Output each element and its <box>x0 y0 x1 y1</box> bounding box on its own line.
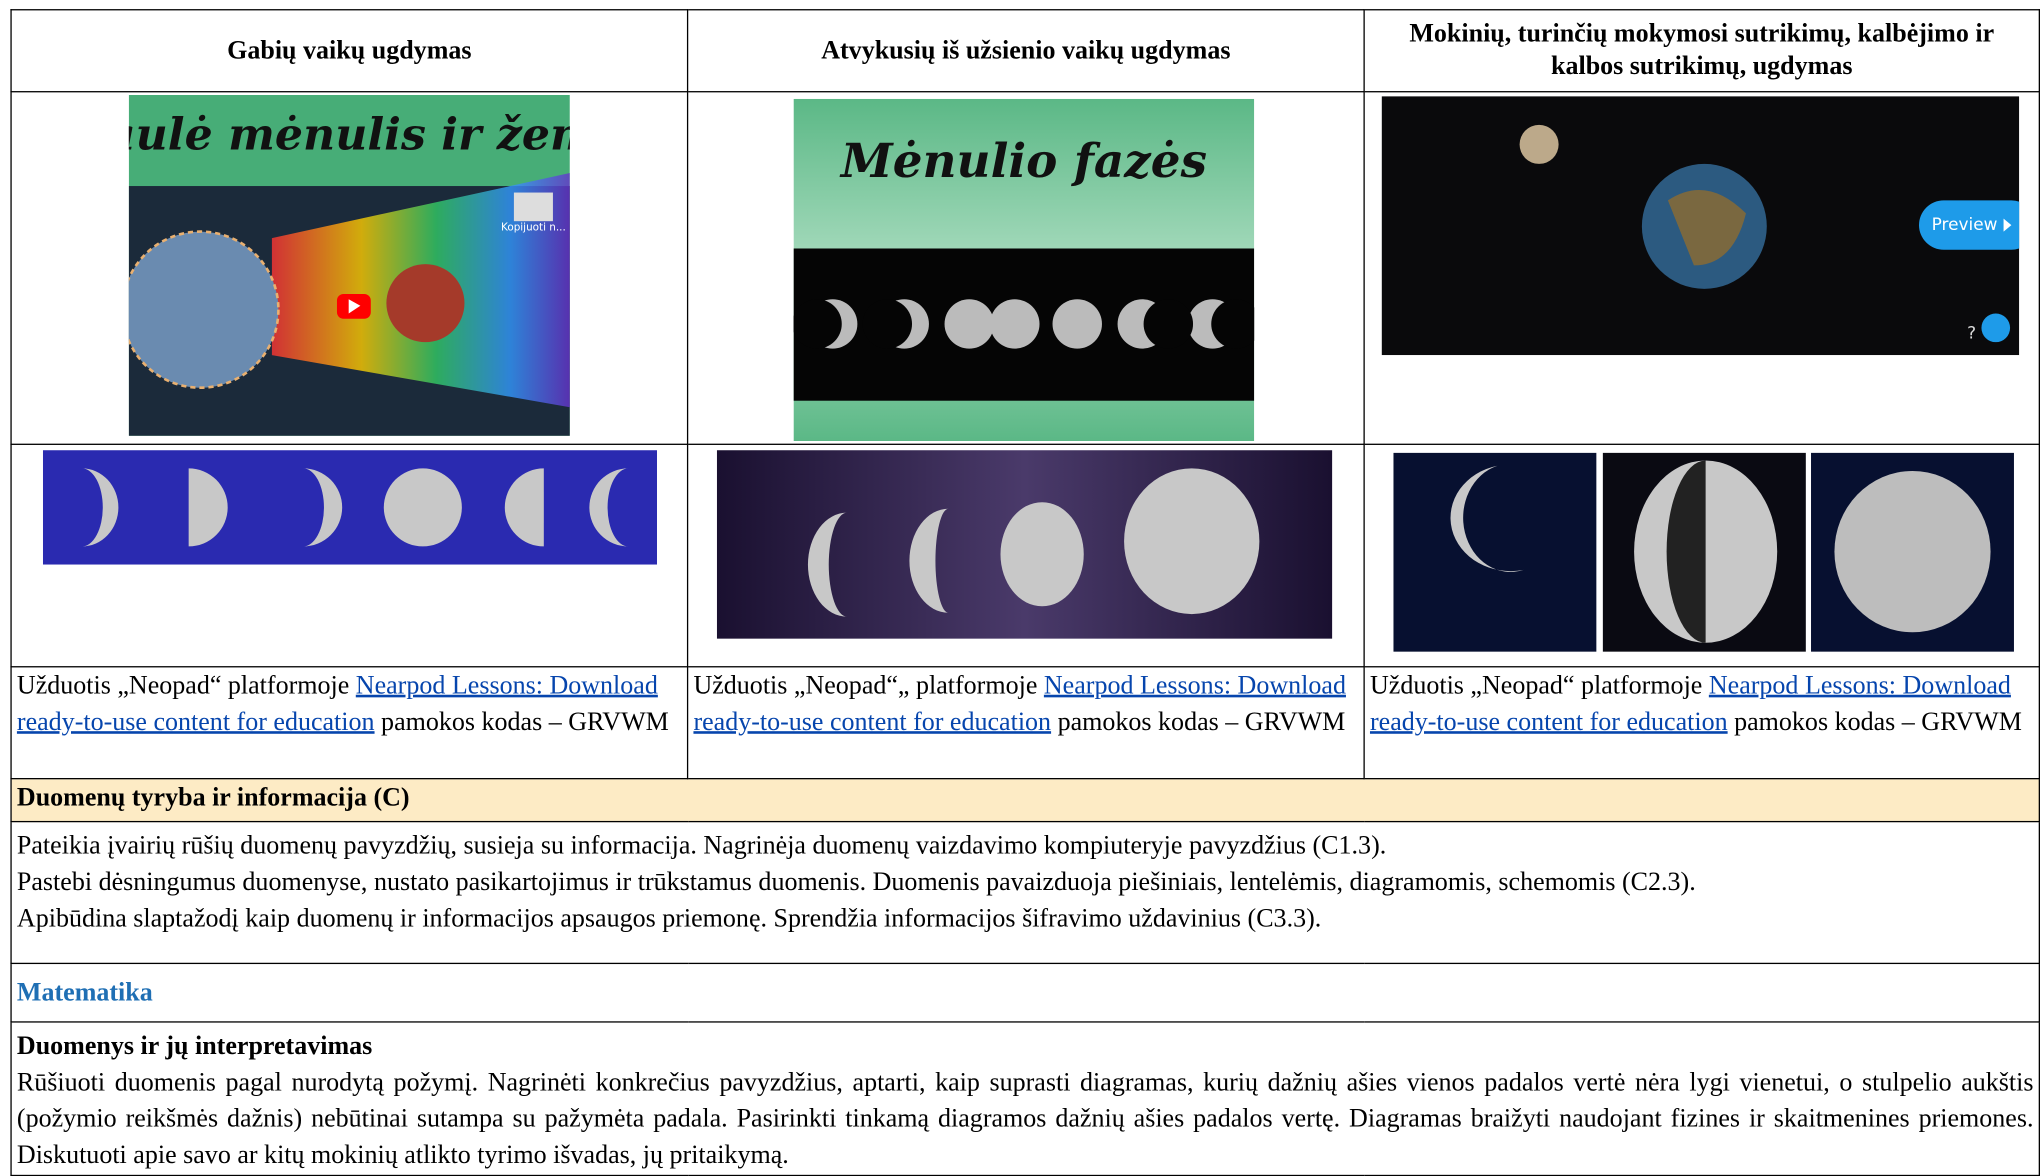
moon-phases-image <box>716 450 1333 639</box>
task-row: Užduotis „Neopad“ platformoje Nearpod Le… <box>10 666 2040 780</box>
image-row <box>10 443 2040 668</box>
task-cell: Užduotis „Neopad“ platformoje Nearpod Le… <box>1363 666 2040 780</box>
image-cell: Saulė mėnulis ir žemė Kopijuoti n... <box>10 91 689 445</box>
help-icon: ? <box>1967 322 1976 342</box>
app-screenshot: Preview ? <box>1381 96 2020 356</box>
image-cell <box>1363 443 2040 668</box>
task-text: pamokos kodas – GRVWM <box>1727 707 2022 737</box>
header-cell: Atvykusių iš užsienio vaikų ugdymas <box>686 9 1365 93</box>
paragraph: Apibūdina slaptažodį kaip duomenų ir inf… <box>16 904 1322 933</box>
nearpod-link[interactable]: Nearpod Lessons: Download ready-to-use c… <box>1369 671 2011 737</box>
task-text: pamokos kodas – GRVWM <box>374 707 669 737</box>
task-text: pamokos kodas – GRVWM <box>1051 707 1346 737</box>
image-row: Saulė mėnulis ir žemė Kopijuoti n... Mėn… <box>10 91 2040 445</box>
image-cell: Mėnulio fazės <box>686 91 1365 445</box>
header-row: Gabių vaikų ugdymas Atvykusių iš užsieni… <box>10 9 2040 93</box>
nearpod-link[interactable]: Nearpod Lessons: Download ready-to-use c… <box>693 671 1346 737</box>
image-cell: Preview ? <box>1363 91 2040 445</box>
image-title: Mėnulio fazės <box>839 134 1207 189</box>
paragraph: Rūšiuoti duomenis pagal nurodytą požymį.… <box>16 1068 2034 1170</box>
task-cell: Užduotis „Neopad“„ platformoje Nearpod L… <box>686 666 1365 780</box>
task-text: Užduotis „Neopad“ platformoje <box>1369 671 1709 700</box>
content-cell: Pateikia įvairių rūšių duomenų pavyzdžių… <box>10 820 2040 965</box>
section-title: Duomenų tyryba ir informacija (C) <box>10 778 2040 823</box>
nearpod-link[interactable]: Nearpod Lessons: Download ready-to-use c… <box>16 671 658 737</box>
header-cell: Mokinių, turinčių mokymosi sutrikimų, ka… <box>1363 9 2040 93</box>
paragraph: Pateikia įvairių rūšių duomenų pavyzdžių… <box>16 831 1387 860</box>
video-thumbnail: Saulė mėnulis ir žemė Kopijuoti n... <box>128 94 570 436</box>
moon-phases-image <box>42 450 658 565</box>
header-cell: Gabių vaikų ugdymas <box>10 9 689 93</box>
subject-row: Matematika <box>10 962 2040 1023</box>
content-row: Pateikia įvairių rūšių duomenų pavyzdžių… <box>10 820 2040 965</box>
image-cell <box>686 443 1365 668</box>
content-row: Duomenys ir jų interpretavimas Rūšiuoti … <box>10 1021 2040 1176</box>
preview-button: Preview <box>1932 214 1998 234</box>
section-row: Duomenų tyryba ir informacija (C) <box>10 778 2040 823</box>
content-cell: Duomenys ir jų interpretavimas Rūšiuoti … <box>10 1021 2040 1176</box>
image-cell <box>10 443 689 668</box>
subheading: Duomenys ir jų interpretavimas <box>16 1031 373 1061</box>
image-badge: Kopijuoti n... <box>501 221 566 233</box>
task-cell: Užduotis „Neopad“ platformoje Nearpod Le… <box>10 666 689 780</box>
image-title: Saulė mėnulis ir žemė <box>129 109 570 161</box>
paragraph: Pastebi dėsningumus duomenyse, nustato p… <box>16 867 1696 897</box>
curriculum-table: Gabių vaikų ugdymas Atvykusių iš užsieni… <box>10 9 2040 1176</box>
slide-thumbnail: Mėnulio fazės <box>793 98 1255 442</box>
task-text: Užduotis „Neopad“„ platformoje <box>693 671 1044 700</box>
moon-phases-image <box>1393 452 2014 652</box>
subject-title: Matematika <box>10 962 2040 1023</box>
task-text: Užduotis „Neopad“ platformoje <box>16 671 356 700</box>
